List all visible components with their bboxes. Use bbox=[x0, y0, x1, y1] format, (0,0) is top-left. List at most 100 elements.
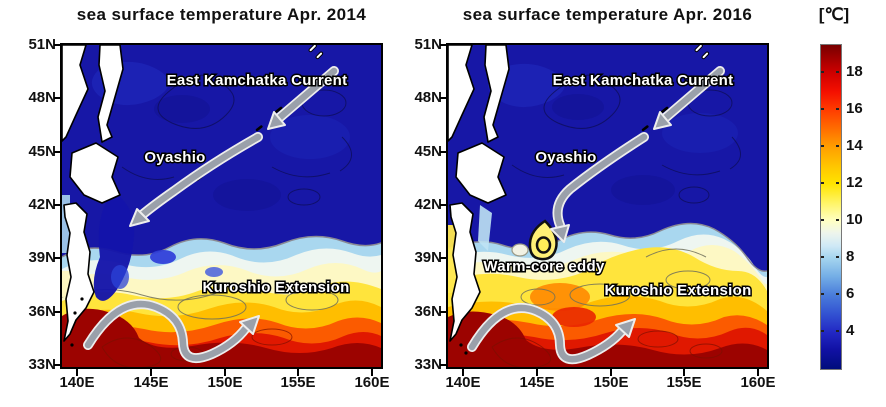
colorbar-tick bbox=[821, 256, 824, 258]
axis-tick bbox=[54, 257, 62, 259]
axis-tick bbox=[54, 364, 62, 366]
oyashio-label: Oyashio bbox=[535, 149, 596, 166]
lat-tick-label: 42N bbox=[414, 196, 442, 213]
lon-tick-label: 150E bbox=[593, 374, 629, 391]
lat-tick-label: 48N bbox=[28, 89, 56, 106]
axis-tick bbox=[76, 369, 78, 376]
lat-tick-label: 33N bbox=[28, 356, 56, 373]
map-canvas-2016: East Kamchatka Current Oyashio Warm-core… bbox=[448, 45, 767, 367]
lat-tick-label: 39N bbox=[414, 249, 442, 266]
east-kamchatka-current-label: East Kamchatka Current bbox=[167, 72, 348, 89]
map-canvas-2014: East Kamchatka Current Oyashio Kuroshio … bbox=[62, 45, 381, 367]
colorbar-tick bbox=[821, 219, 824, 221]
oyashio-arrow bbox=[129, 132, 263, 227]
axis-tick bbox=[54, 151, 62, 153]
land-hokkaido bbox=[455, 142, 507, 204]
colorbar-tick-label: 6 bbox=[846, 285, 855, 302]
lat-tick-label: 39N bbox=[28, 249, 56, 266]
panel-title-2016: sea surface temperature Apr. 2016 bbox=[462, 5, 753, 24]
lon-tick-label: 140E bbox=[445, 374, 481, 391]
lon-tick-label: 160E bbox=[740, 374, 776, 391]
land-masses bbox=[448, 45, 510, 342]
axis-tick bbox=[54, 204, 62, 206]
lon-tick-label: 155E bbox=[280, 374, 316, 391]
axis-tick bbox=[757, 369, 759, 376]
lat-tick-label: 51N bbox=[28, 36, 56, 53]
lon-tick-label: 150E bbox=[207, 374, 243, 391]
colorbar-tick bbox=[836, 293, 839, 295]
colorbar-tick bbox=[836, 330, 839, 332]
axis-tick bbox=[440, 97, 448, 99]
warm-core-eddy-marker bbox=[511, 219, 558, 261]
colorbar-tick bbox=[821, 71, 824, 73]
axis-tick bbox=[224, 369, 226, 376]
axis-tick bbox=[371, 369, 373, 376]
axis-tick bbox=[440, 311, 448, 313]
colorbar-tick bbox=[836, 108, 839, 110]
colorbar-tick bbox=[821, 182, 824, 184]
land-hokkaido bbox=[69, 142, 121, 204]
colorbar-tick bbox=[836, 145, 839, 147]
lon-tick-label: 145E bbox=[519, 374, 555, 391]
colorbar-tick bbox=[836, 182, 839, 184]
coastal-cold-tongue bbox=[62, 191, 135, 301]
colorbar-tick bbox=[821, 293, 824, 295]
east-kamchatka-current-arrow bbox=[653, 66, 725, 130]
lon-tick-label: 160E bbox=[354, 374, 390, 391]
panel-title-2014: sea surface temperature Apr. 2014 bbox=[76, 5, 367, 24]
colorbar-tick bbox=[821, 330, 824, 332]
kuroshio-arrow bbox=[83, 299, 260, 364]
east-kamchatka-current-label: East Kamchatka Current bbox=[553, 72, 734, 89]
land-masses bbox=[62, 45, 124, 342]
oyashio-arrow bbox=[550, 132, 649, 243]
axis-tick bbox=[54, 44, 62, 46]
map-2016: East Kamchatka Current Oyashio Warm-core… bbox=[446, 43, 769, 369]
colorbar bbox=[820, 44, 842, 370]
lon-tick-label: 140E bbox=[59, 374, 95, 391]
colorbar-tick-label: 18 bbox=[846, 63, 863, 80]
axis-tick bbox=[683, 369, 685, 376]
colorbar-tick bbox=[836, 256, 839, 258]
lat-tick-label: 48N bbox=[414, 89, 442, 106]
lat-tick-label: 33N bbox=[414, 356, 442, 373]
land-honshu bbox=[63, 202, 95, 342]
axis-tick bbox=[54, 311, 62, 313]
cold-contour-lines bbox=[121, 74, 352, 206]
lat-tick-label: 36N bbox=[28, 303, 56, 320]
axis-tick bbox=[536, 369, 538, 376]
land-sakhalin bbox=[483, 45, 510, 143]
colorbar-tick-label: 10 bbox=[846, 211, 863, 228]
land-continent bbox=[62, 45, 89, 142]
colorbar-tick-label: 12 bbox=[846, 174, 863, 191]
land-continent bbox=[448, 45, 475, 142]
land-sakhalin bbox=[97, 45, 124, 143]
colorbar-tick bbox=[836, 71, 839, 73]
lat-tick-label: 51N bbox=[414, 36, 442, 53]
axis-tick bbox=[462, 369, 464, 376]
colorbar-tick bbox=[821, 108, 824, 110]
axis-tick bbox=[440, 364, 448, 366]
colorbar-tick bbox=[821, 145, 824, 147]
kuroshio-arrow bbox=[467, 302, 636, 365]
colorbar-tick bbox=[836, 219, 839, 221]
colorbar-unit-label: [℃] bbox=[818, 5, 850, 24]
axis-tick bbox=[610, 369, 612, 376]
land-honshu bbox=[449, 202, 481, 342]
kuroshio-extension-label: Kuroshio Extension bbox=[604, 282, 751, 299]
warm-contour-lines bbox=[491, 248, 723, 367]
map-2014: East Kamchatka Current Oyashio Kuroshio … bbox=[60, 43, 383, 369]
colorbar-tick-label: 14 bbox=[846, 137, 863, 154]
lat-tick-label: 45N bbox=[28, 143, 56, 160]
lat-tick-label: 42N bbox=[28, 196, 56, 213]
axis-tick bbox=[297, 369, 299, 376]
axis-tick bbox=[54, 97, 62, 99]
axis-tick bbox=[440, 44, 448, 46]
oyashio-front-contour bbox=[448, 222, 767, 272]
lon-tick-label: 145E bbox=[133, 374, 169, 391]
colorbar-tick-label: 16 bbox=[846, 100, 863, 117]
east-kamchatka-current-arrow bbox=[267, 66, 339, 130]
cold-contour-lines bbox=[511, 74, 741, 204]
axis-tick bbox=[440, 204, 448, 206]
colorbar-tick-label: 4 bbox=[846, 322, 855, 339]
